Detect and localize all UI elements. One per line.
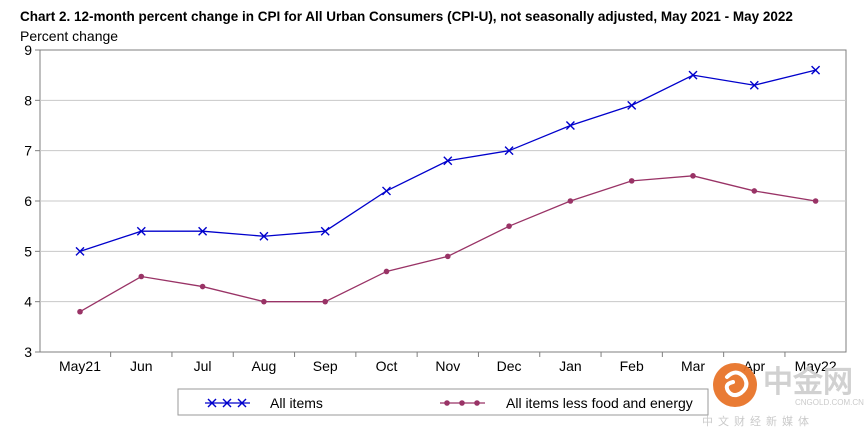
x-tick-label: Nov — [435, 358, 460, 374]
data-point-core — [812, 198, 819, 204]
data-point-all-items — [688, 70, 698, 80]
watermark-logo: 中金网 CNGOLD.COM.CN 中文财经新媒体 — [702, 363, 864, 428]
y-tick-label: 9 — [24, 42, 32, 58]
x-tick-label: Jul — [194, 358, 212, 374]
legend-marker — [207, 398, 217, 408]
marker-stroke — [565, 121, 575, 130]
marker-stroke — [136, 226, 146, 236]
marker-stroke — [811, 65, 821, 75]
marker-stroke — [198, 226, 208, 236]
gridlines — [40, 99, 846, 303]
marker-stroke — [443, 156, 453, 166]
marker-stroke — [75, 246, 85, 256]
data-point-all-items — [382, 186, 391, 196]
data-point-all-items — [320, 226, 330, 236]
data-point-all-items — [136, 226, 146, 236]
marker-stroke — [320, 226, 330, 236]
x-tick-label: May22 — [795, 358, 837, 374]
data-point-all-items — [811, 65, 821, 75]
marker-stroke — [688, 70, 698, 80]
legend-marker — [459, 400, 465, 406]
marker-stroke — [749, 80, 759, 90]
legend-marker — [237, 398, 247, 408]
y-axis-ticks: 3 4 5 6 7 8 9 — [24, 42, 40, 360]
watermark-brand: 中金网 — [763, 365, 853, 400]
marker-stroke — [504, 146, 514, 156]
series-line-core — [79, 175, 816, 313]
watermark-logo-swirl — [724, 370, 749, 398]
data-point-core — [77, 308, 83, 315]
data-point-core — [690, 173, 696, 179]
data-point-core — [506, 223, 512, 229]
data-point-all-items — [75, 246, 85, 256]
marker-stroke — [627, 100, 637, 110]
data-point-all-items — [627, 100, 637, 110]
x-tick-label: Sep — [313, 358, 338, 374]
data-point-all-items — [565, 121, 575, 130]
x-tick-label: Aug — [251, 358, 276, 374]
x-tick-label: Oct — [376, 358, 398, 374]
y-axis-label: Percent change — [20, 28, 118, 44]
y-tick-label: 8 — [24, 92, 32, 108]
data-point-core — [261, 298, 267, 305]
data-point-core — [322, 298, 329, 305]
x-tick-label: May21 — [59, 358, 101, 374]
marker-stroke — [382, 186, 391, 196]
x-axis-ticks: May21 Jun Jul Aug Sep Oct Nov Dec Jan Feb Mar Apr Ma… — [59, 352, 837, 374]
x-tick-label: Mar — [681, 358, 705, 374]
data-point-all-items — [198, 226, 208, 236]
data-point-all-items — [504, 146, 514, 156]
data-point-core — [445, 253, 451, 260]
data-point-all-items — [443, 156, 453, 166]
data-point-core — [138, 273, 145, 280]
data-point-all-items — [749, 80, 759, 90]
data-point-core — [383, 268, 390, 275]
data-point-core — [199, 283, 206, 290]
legend-label: All items less food and energy — [506, 395, 693, 411]
x-tick-label: Jan — [559, 358, 582, 374]
legend-box — [177, 388, 709, 416]
data-point-core — [751, 188, 758, 194]
data-point-core — [628, 178, 635, 184]
legend-marker — [444, 400, 450, 406]
y-tick-label: 5 — [24, 243, 32, 259]
legend-marker — [474, 400, 480, 406]
y-tick-label: 4 — [24, 294, 32, 310]
x-tick-label: Feb — [620, 358, 644, 374]
data-point-core — [567, 198, 574, 204]
x-tick-label: Dec — [497, 358, 522, 374]
watermark-tagline: 中文财经新媒体 — [702, 414, 814, 428]
y-tick-label: 7 — [24, 143, 32, 159]
x-tick-label: Jun — [130, 358, 153, 374]
legend-label: All items — [270, 395, 323, 411]
legend-marker — [222, 398, 232, 408]
y-tick-label: 3 — [24, 344, 32, 360]
legend: All items All items less food and energy — [177, 388, 709, 416]
marker-stroke — [259, 231, 269, 241]
y-tick-label: 6 — [24, 193, 32, 209]
watermark-url: CNGOLD.COM.CN — [795, 398, 864, 407]
series-group — [75, 65, 821, 315]
data-point-all-items — [259, 231, 269, 241]
chart-title: Chart 2. 12-month percent change in CPI … — [20, 9, 793, 24]
watermark-logo-icon — [713, 363, 757, 407]
